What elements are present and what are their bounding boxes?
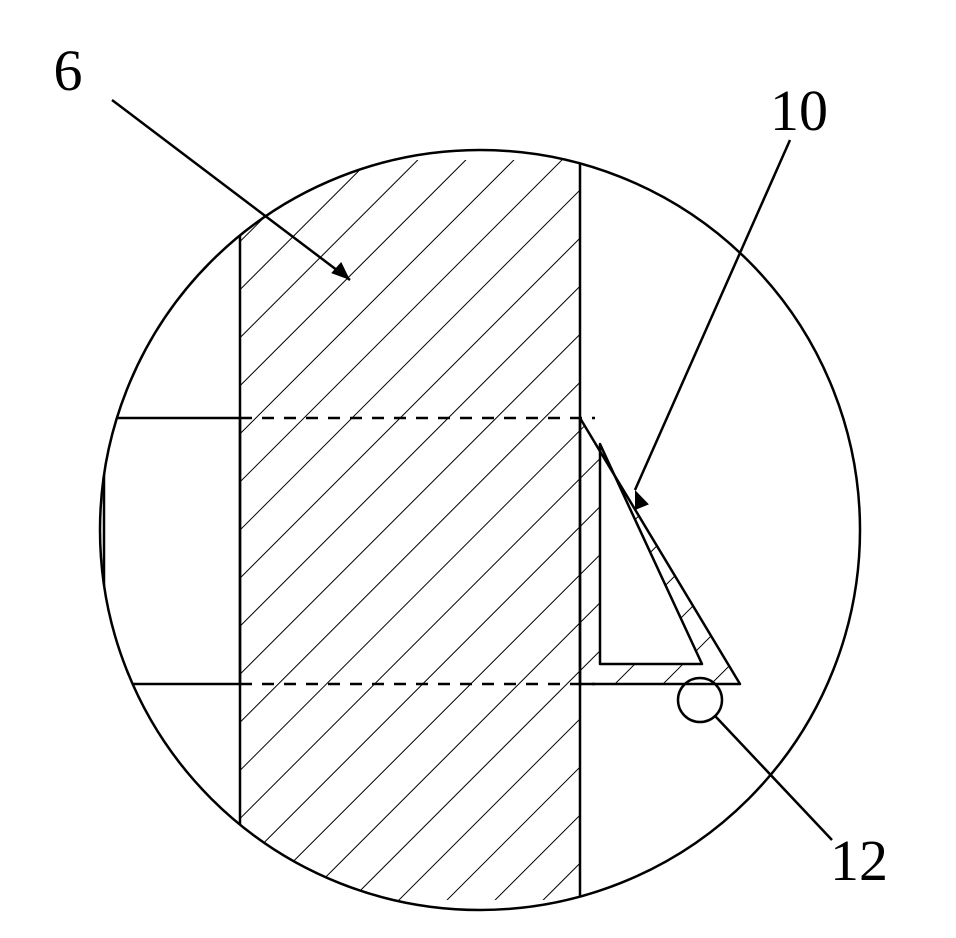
- left-flange-top-return: [97, 405, 104, 418]
- label-6: 6: [54, 38, 83, 103]
- leader-12: [715, 716, 832, 840]
- label-10: 10: [770, 78, 828, 143]
- gusset-outer-triangle: [580, 418, 740, 684]
- left-bracket-rect: [104, 418, 240, 684]
- label-12: 12: [830, 828, 888, 893]
- leader-10: [635, 140, 790, 490]
- left-flange-bot-return: [97, 684, 104, 695]
- gusset-inner-triangle: [600, 444, 702, 664]
- column-hatch: [240, 160, 580, 900]
